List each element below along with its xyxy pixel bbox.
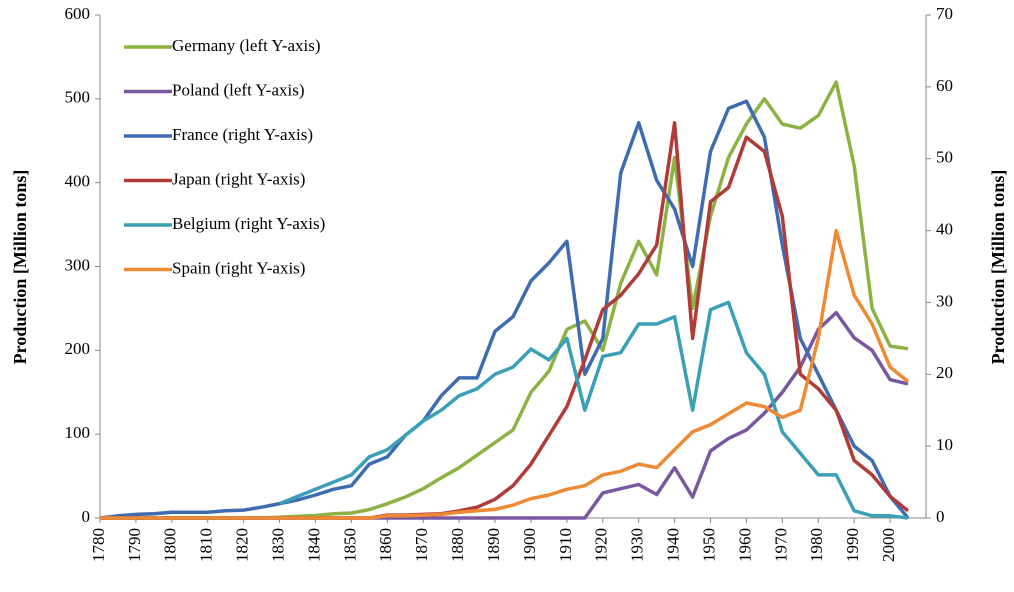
x-tick-label: 1880 (448, 528, 467, 562)
series-line (278, 300, 909, 520)
x-tick-label: 1870 (412, 528, 431, 562)
y-tick-label: 400 (65, 172, 91, 191)
y2-tick-label: 30 (936, 291, 953, 310)
y-tick-label: 300 (65, 255, 91, 274)
x-tick-label: 2000 (879, 528, 898, 562)
x-tick-label: 1850 (340, 528, 359, 562)
y-tick-label: 500 (65, 88, 91, 107)
x-tick-label: 1790 (125, 528, 144, 562)
x-tick-label: 1950 (699, 528, 718, 562)
y-axis-title: Production [Million tons] (10, 170, 30, 365)
x-tick-label: 1940 (664, 528, 683, 562)
x-tick-label: 1930 (628, 528, 647, 562)
x-tick-label: 1890 (484, 528, 503, 562)
x-tick-label: 1980 (807, 528, 826, 562)
x-tick-label: 1800 (161, 528, 180, 562)
x-tick-label: 1810 (197, 528, 216, 562)
legend-label: France (right Y-axis) (172, 125, 313, 144)
x-tick-label: 1970 (771, 528, 790, 562)
series-line (100, 228, 910, 520)
x-tick-label: 1780 (89, 528, 108, 562)
y2-tick-label: 40 (936, 219, 953, 238)
y2-tick-label: 0 (936, 507, 945, 526)
legend-label: Spain (right Y-axis) (172, 258, 305, 277)
y-tick-label: 100 (65, 423, 91, 442)
y2-tick-label: 10 (936, 435, 953, 454)
series-line (100, 80, 909, 520)
y-tick-label: 0 (82, 507, 91, 526)
x-tick-label: 1900 (520, 528, 539, 562)
x-tick-label: 1830 (268, 528, 287, 562)
x-tick-label: 1960 (735, 528, 754, 562)
y2-tick-label: 60 (936, 76, 953, 95)
series-line (99, 99, 910, 520)
legend-label: Belgium (right Y-axis) (172, 214, 325, 233)
x-tick-label: 1920 (592, 528, 611, 562)
y-tick-label: 600 (65, 4, 91, 23)
y2-axis-title: Production [Million tons] (988, 170, 1008, 365)
x-tick-label: 1910 (556, 528, 575, 562)
y-tick-label: 200 (65, 339, 91, 358)
x-tick-label: 1840 (304, 528, 323, 562)
legend-label: Poland (left Y-axis) (172, 80, 305, 99)
legend-label: Japan (right Y-axis) (172, 169, 305, 188)
x-tick-label: 1860 (376, 528, 395, 562)
legend-label: Germany (left Y-axis) (172, 36, 321, 55)
y2-tick-label: 50 (936, 148, 953, 167)
y2-tick-label: 70 (936, 4, 953, 23)
y2-tick-label: 20 (936, 363, 953, 382)
x-tick-label: 1990 (843, 528, 862, 562)
x-tick-label: 1820 (233, 528, 252, 562)
